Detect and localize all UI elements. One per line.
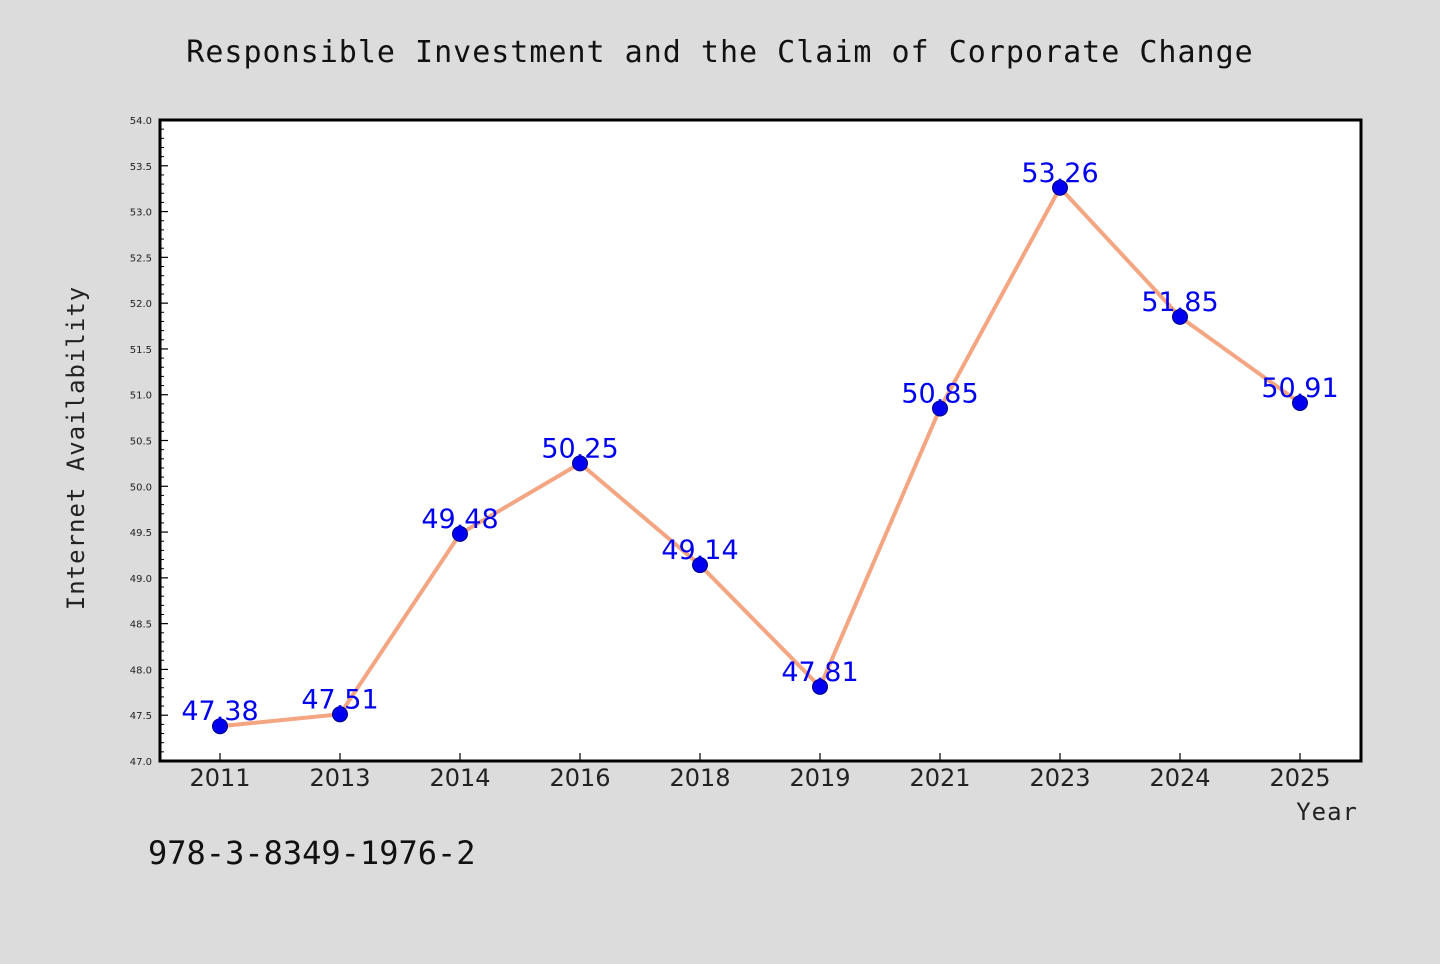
x-axis: 2011 2013 2014 2016 2018 2019 2021 2023 2024 2025 bbox=[189, 753, 1331, 792]
x-tick-label: 2025 bbox=[1269, 764, 1330, 792]
series-markers-group bbox=[212, 179, 1308, 735]
x-tick-label: 2014 bbox=[429, 764, 490, 792]
data-label: 47.38 bbox=[181, 696, 258, 727]
data-point bbox=[812, 678, 828, 695]
x-tick-label: 2021 bbox=[909, 764, 970, 792]
x-tick-label: 2016 bbox=[549, 764, 610, 792]
data-point bbox=[212, 718, 228, 735]
data-label: 47.51 bbox=[301, 684, 378, 715]
y-tick-label: 47.0 bbox=[130, 757, 152, 768]
data-point bbox=[332, 706, 348, 723]
x-tick-label: 2011 bbox=[189, 764, 250, 792]
isbn-annotation: 978-3-8349-1976-2 bbox=[148, 834, 476, 872]
y-tick-label: 52.5 bbox=[130, 253, 152, 264]
y-tick-label: 51.5 bbox=[130, 345, 152, 356]
chart-title: Responsible Investment and the Claim of … bbox=[186, 35, 1253, 70]
y-tick-label: 53.0 bbox=[130, 208, 152, 219]
y-tick-label: 54.0 bbox=[130, 116, 152, 127]
plot-area bbox=[158, 118, 1363, 763]
data-point bbox=[1172, 308, 1188, 325]
y-axis: 47.0 47.5 48.0 48.5 49.0 49.5 50.0 50.5 51.0 51.5… bbox=[130, 116, 168, 768]
data-label: 49.48 bbox=[421, 504, 498, 535]
data-label: 49.14 bbox=[661, 535, 738, 566]
series-line bbox=[218, 185, 1302, 729]
data-label: 50.85 bbox=[901, 378, 978, 409]
y-tick-label: 48.5 bbox=[130, 620, 152, 631]
y-tick-label: 52.0 bbox=[130, 299, 152, 310]
y-tick-label: 47.5 bbox=[130, 711, 152, 722]
x-tick-label: 2023 bbox=[1029, 764, 1090, 792]
data-point bbox=[1052, 179, 1068, 196]
x-axis-label: Year bbox=[1296, 798, 1358, 826]
y-tick-label: 48.0 bbox=[130, 665, 152, 676]
y-tick-label: 50.0 bbox=[130, 482, 152, 493]
y-tick-label: 51.0 bbox=[130, 391, 152, 402]
data-point bbox=[1292, 394, 1308, 411]
data-label: 47.81 bbox=[781, 657, 858, 688]
x-tick-label: 2024 bbox=[1149, 764, 1210, 792]
x-tick-label: 2018 bbox=[669, 764, 730, 792]
data-point bbox=[572, 455, 588, 472]
data-point bbox=[932, 400, 948, 417]
data-label: 53.26 bbox=[1021, 158, 1098, 189]
data-point bbox=[452, 525, 468, 542]
data-label: 51.85 bbox=[1141, 287, 1218, 318]
y-tick-label: 50.5 bbox=[130, 437, 152, 448]
y-tick-label: 49.0 bbox=[130, 574, 152, 585]
y-tick-label: 53.5 bbox=[130, 162, 152, 173]
data-point bbox=[692, 557, 708, 574]
y-axis-label: Internet Availability bbox=[62, 286, 90, 610]
x-tick-label: 2013 bbox=[309, 764, 370, 792]
data-label: 50.25 bbox=[541, 433, 618, 464]
series-line-group bbox=[218, 185, 1302, 729]
data-label: 50.91 bbox=[1261, 373, 1338, 404]
data-labels-group: 47.38 47.51 49.48 50.25 49.14 47.81 50.85 53.26… bbox=[181, 158, 1338, 727]
x-tick-label: 2019 bbox=[789, 764, 850, 792]
y-tick-label: 49.5 bbox=[130, 528, 152, 539]
